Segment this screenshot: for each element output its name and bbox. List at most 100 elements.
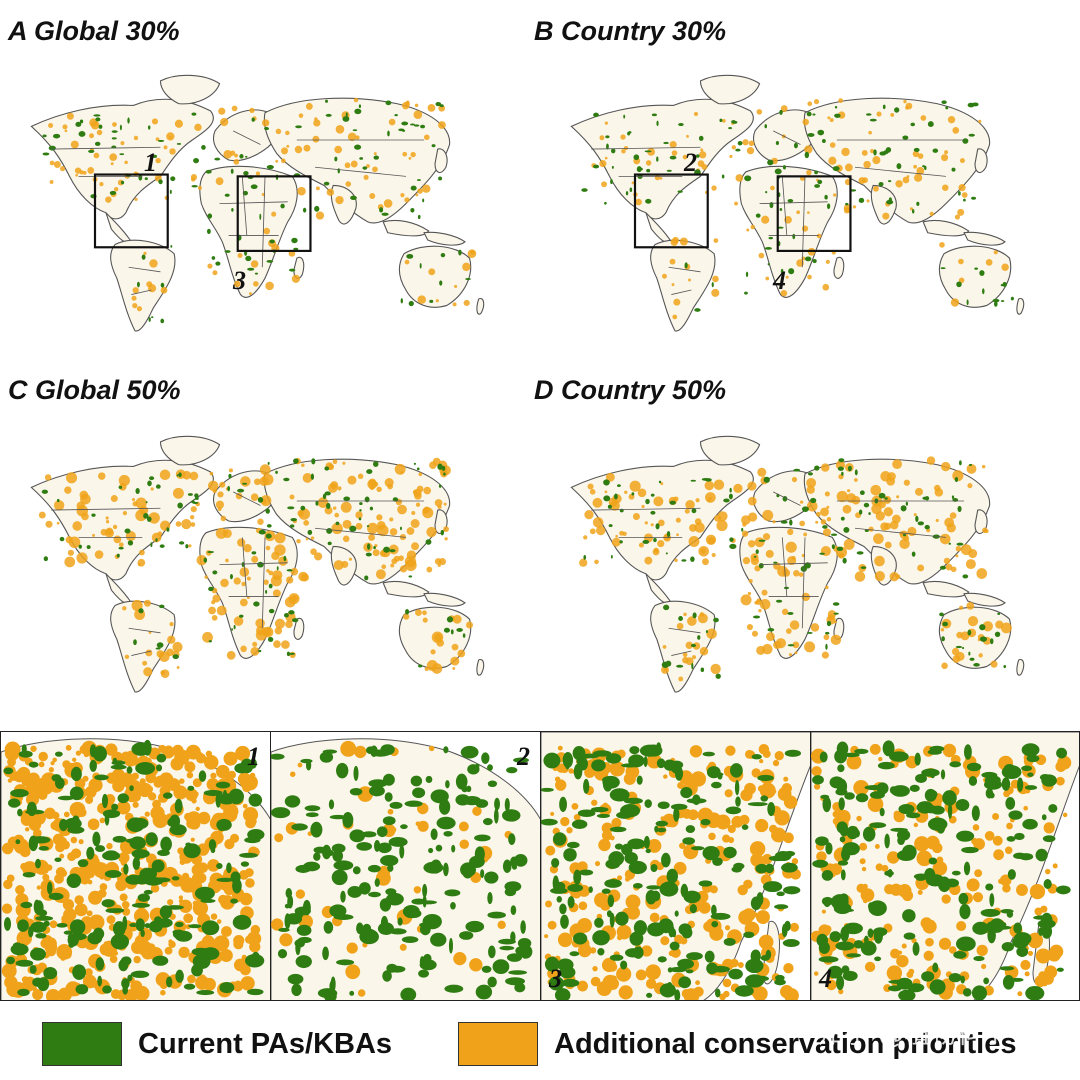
pa-patch xyxy=(1000,908,1014,914)
pa-patch xyxy=(940,267,946,270)
pa-patch xyxy=(669,941,680,951)
pa-patch xyxy=(174,798,183,814)
priority-patch xyxy=(765,276,770,281)
pa-patch xyxy=(257,561,264,568)
pa-patch xyxy=(392,497,399,502)
pa-patch xyxy=(56,498,60,503)
pa-patch xyxy=(208,839,217,851)
priority-patch xyxy=(789,922,800,932)
priority-patch xyxy=(242,803,248,809)
priority-patch xyxy=(756,109,763,115)
priority-patch xyxy=(945,563,953,571)
pa-patch xyxy=(380,855,399,867)
pa-patch xyxy=(1017,777,1024,792)
pa-patch xyxy=(513,757,529,763)
priority-patch xyxy=(591,799,598,806)
pa-patch xyxy=(72,964,87,980)
priority-patch xyxy=(884,541,892,549)
pa-patch xyxy=(609,788,630,802)
pa-patch xyxy=(271,807,291,819)
priority-patch xyxy=(660,936,670,946)
priority-patch xyxy=(876,111,882,117)
priority-patch xyxy=(692,655,697,660)
priority-patch xyxy=(870,484,882,496)
priority-patch xyxy=(169,621,174,627)
priority-patch xyxy=(758,608,762,613)
priority-patch xyxy=(215,500,225,509)
pa-patch xyxy=(336,762,349,779)
pa-patch xyxy=(815,836,829,846)
priority-patch xyxy=(976,568,988,579)
pa-patch xyxy=(994,631,1001,637)
pa-patch xyxy=(609,954,624,961)
pa-patch xyxy=(289,524,295,528)
pa-patch xyxy=(658,480,662,484)
priority-patch xyxy=(609,500,620,511)
priority-patch xyxy=(1027,932,1043,949)
priority-patch xyxy=(698,545,710,557)
pa-patch xyxy=(353,765,359,781)
priority-patch xyxy=(187,974,196,984)
priority-patch xyxy=(434,633,443,642)
pa-patch xyxy=(645,498,650,505)
priority-patch xyxy=(84,968,93,977)
pa-patch xyxy=(989,792,995,799)
pa-patch xyxy=(17,988,30,997)
pa-patch xyxy=(425,775,433,784)
pa-patch xyxy=(64,817,82,830)
priority-patch xyxy=(458,821,469,832)
priority-patch xyxy=(824,925,832,933)
priority-patch xyxy=(674,558,678,563)
pa-patch xyxy=(550,887,568,894)
priority-patch xyxy=(234,153,238,158)
pa-patch xyxy=(623,797,643,804)
priority-patch xyxy=(672,314,678,320)
pa-patch xyxy=(729,537,734,542)
pa-patch xyxy=(59,818,68,832)
pa-patch xyxy=(33,899,41,914)
priority-patch xyxy=(713,238,719,243)
priority-patch xyxy=(862,898,868,904)
pa-patch xyxy=(333,860,354,871)
world-map xyxy=(30,74,485,332)
pa-patch xyxy=(247,828,265,841)
pa-patch xyxy=(884,833,890,849)
priority-patch xyxy=(344,162,351,169)
pa-patch xyxy=(804,256,812,262)
priority-patch xyxy=(947,116,956,124)
priority-patch xyxy=(242,806,259,823)
priority-patch xyxy=(856,815,862,822)
priority-patch xyxy=(192,778,202,788)
pa-patch xyxy=(402,129,406,132)
priority-patch xyxy=(220,117,229,127)
priority-patch xyxy=(909,207,914,211)
priority-patch xyxy=(497,920,506,930)
priority-patch xyxy=(941,894,951,904)
pa-patch xyxy=(669,155,677,160)
priority-patch xyxy=(310,536,315,540)
priority-patch xyxy=(312,135,320,143)
priority-patch xyxy=(251,555,259,563)
priority-patch xyxy=(974,869,983,878)
priority-patch xyxy=(110,162,114,166)
pa-patch xyxy=(443,746,449,754)
pa-patch xyxy=(608,524,613,527)
priority-patch xyxy=(250,260,259,268)
priority-patch xyxy=(271,551,280,561)
pa-patch xyxy=(382,773,395,786)
pa-patch xyxy=(374,878,380,887)
priority-patch xyxy=(784,988,799,1000)
priority-patch xyxy=(611,537,621,547)
pa-patch xyxy=(592,930,610,946)
pa-patch xyxy=(506,766,518,774)
priority-patch xyxy=(207,859,220,872)
pa-patch xyxy=(119,153,125,156)
pa-patch xyxy=(191,947,211,956)
priority-patch xyxy=(619,530,625,536)
pa-patch xyxy=(130,970,150,979)
priority-patch xyxy=(674,934,684,945)
pa-patch xyxy=(247,988,264,996)
priority-patch xyxy=(883,507,894,517)
pa-patch xyxy=(151,859,165,873)
pa-patch xyxy=(605,753,622,764)
